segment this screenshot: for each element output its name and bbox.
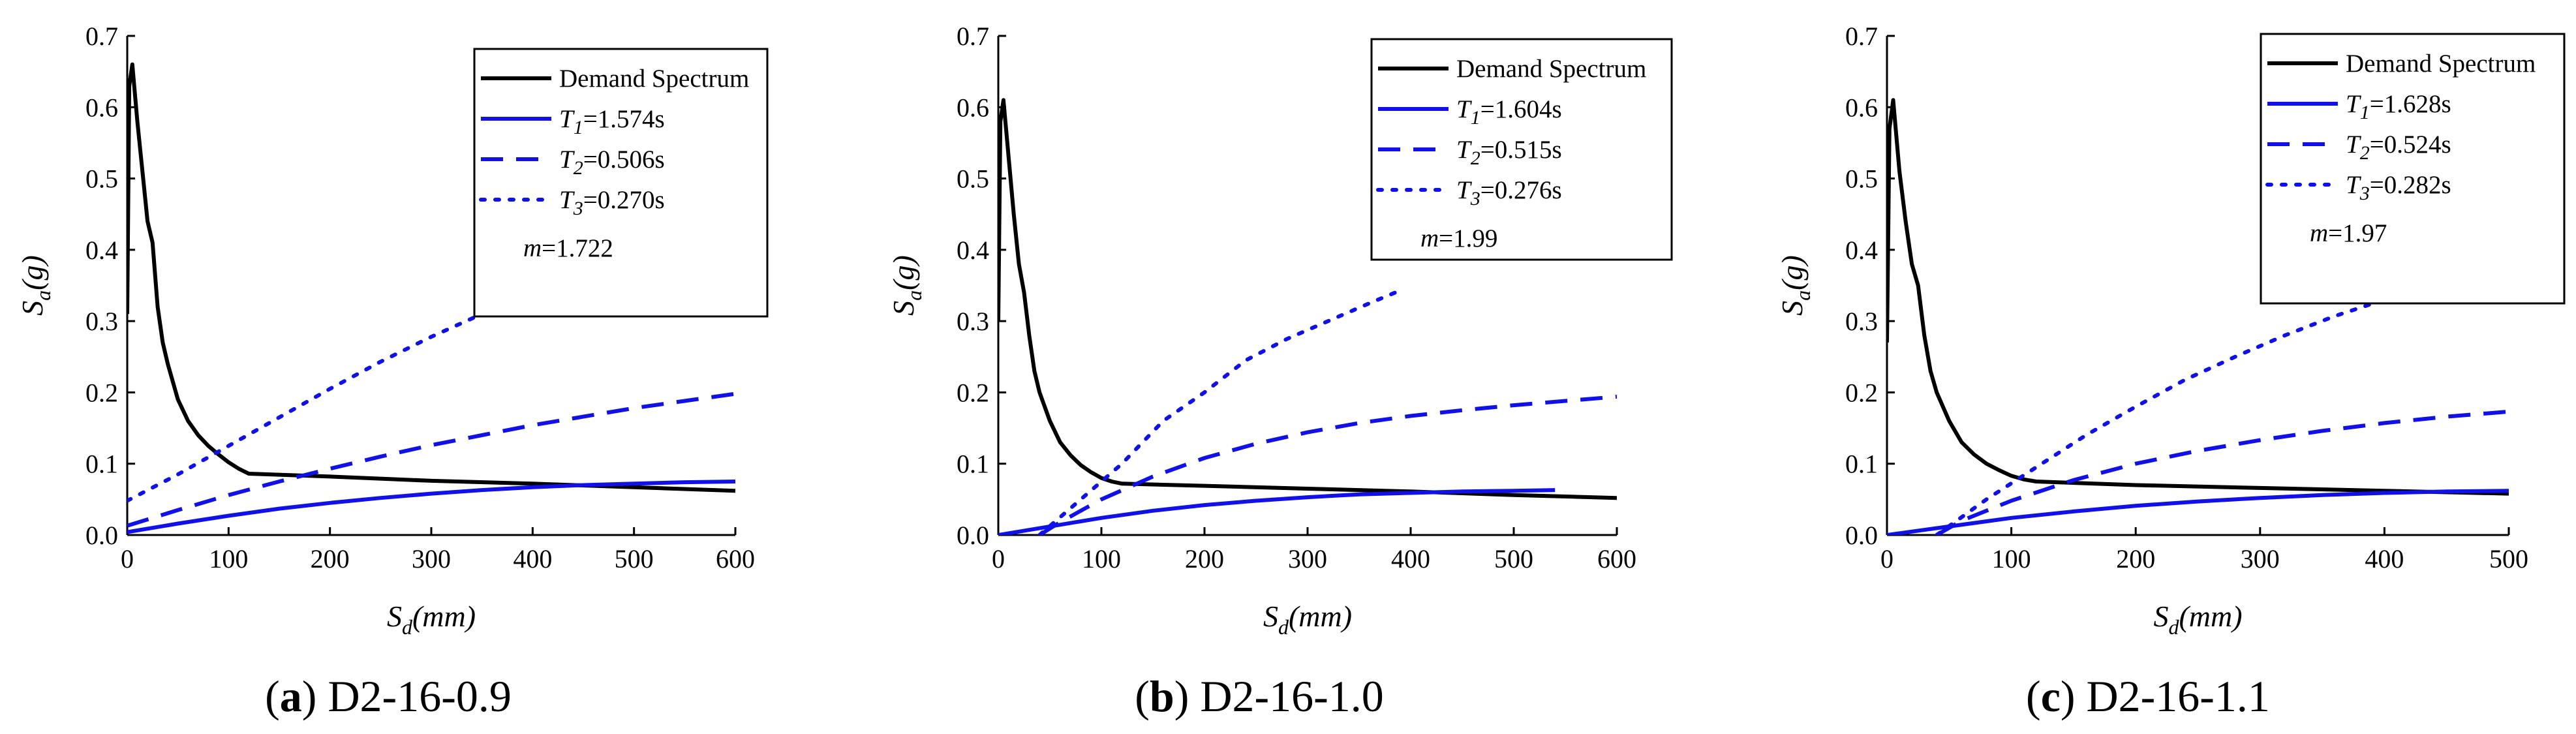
capacity-curve-t1 (998, 488, 1556, 535)
x-axis-label: Sd(mm) (387, 600, 476, 639)
legend-entry: Demand Spectrum (1456, 55, 1646, 83)
capacity-curve-t1 (127, 480, 735, 534)
y-tick-label: 0.2 (1845, 378, 1878, 407)
y-tick-label: 0.7 (1845, 22, 1878, 51)
x-tick-label: 500 (2489, 544, 2528, 573)
x-tick-label: 0 (1880, 544, 1894, 573)
capacity-curve-t3 (1037, 290, 1398, 535)
y-tick-label: 0.7 (85, 22, 118, 51)
x-axis-label: Sd(mm) (1263, 600, 1352, 639)
x-tick-label: 500 (1494, 544, 1533, 573)
y-tick-label: 0.3 (85, 307, 118, 336)
x-tick-label: 600 (1597, 544, 1636, 573)
legend-entry: T3=0.276s (1456, 176, 1562, 209)
x-tick-label: 300 (1288, 544, 1327, 573)
y-axis-label: Sa(g) (16, 255, 55, 316)
ductility-m-label: m=1.97 (2310, 219, 2387, 247)
y-axis-label: Sa(g) (1775, 255, 1815, 316)
panel-caption: (a) D2-16-0.9 (265, 671, 512, 721)
x-tick-label: 200 (1185, 544, 1224, 573)
demand-spectrum-line (998, 98, 1617, 500)
y-tick-label: 0.0 (1845, 521, 1878, 550)
y-tick-label: 0.4 (957, 236, 989, 265)
demand-spectrum-line (1887, 98, 2509, 496)
x-tick-label: 100 (1082, 544, 1121, 573)
legend-entry: Demand Spectrum (2346, 50, 2536, 78)
y-tick-label: 0.1 (85, 450, 118, 479)
capacity-curve-t2 (127, 391, 735, 528)
y-tick-label: 0.0 (85, 521, 118, 550)
y-tick-label: 0.5 (957, 164, 989, 194)
legend-entry: T1=1.604s (1456, 95, 1562, 129)
y-tick-label: 0.6 (957, 93, 989, 122)
ductility-m-label: m=1.722 (523, 234, 613, 262)
capacity-curve-t2 (1038, 395, 1617, 535)
ductility-m-label: m=1.99 (1420, 224, 1497, 252)
legend-entry: T1=1.574s (559, 105, 665, 138)
y-tick-label: 0.2 (85, 378, 118, 407)
legend-entry: Demand Spectrum (559, 65, 749, 93)
y-tick-label: 0.1 (957, 450, 989, 479)
x-tick-label: 100 (1992, 544, 2031, 573)
x-tick-label: 200 (311, 544, 350, 573)
legend-entry: T3=0.282s (2346, 171, 2451, 204)
x-tick-label: 400 (513, 544, 552, 573)
capacity-curve-t1 (1887, 489, 2509, 535)
y-tick-label: 0.6 (85, 93, 118, 122)
x-axis-label: Sd(mm) (2153, 600, 2242, 639)
capacity-curve-t3 (127, 294, 525, 503)
x-tick-label: 300 (412, 544, 451, 573)
legend-entry: T2=0.515s (1456, 136, 1562, 169)
x-tick-label: 0 (121, 544, 134, 573)
legend-entry: T3=0.270s (559, 186, 665, 219)
demand-spectrum-line (127, 62, 735, 493)
x-tick-label: 400 (1391, 544, 1430, 573)
y-tick-label: 0.6 (1845, 93, 1878, 122)
legend-entry: T2=0.524s (2346, 130, 2451, 164)
chart-panel-b: 0.0 0.1 0.2 0.3 0.4 0.5 0.6 0.7 0 100 200 300 400 500… (887, 22, 1673, 721)
y-tick-label: 0.4 (85, 236, 118, 265)
capacity-curve-t3 (1935, 287, 2412, 535)
chart-panel-c: 0.0 0.1 0.2 0.3 0.4 0.5 0.6 0.7 0 100 200 300 400 500… (1775, 22, 2566, 721)
legend-box (473, 48, 769, 318)
panel-caption: (b) D2-16-1.0 (1135, 671, 1384, 721)
x-tick-label: 600 (716, 544, 755, 573)
y-tick-label: 0.5 (1845, 164, 1878, 194)
y-tick-label: 0.5 (85, 164, 118, 194)
y-tick-label: 0.2 (957, 378, 989, 407)
x-tick-label: 100 (209, 544, 248, 573)
y-tick-label: 0.1 (1845, 450, 1878, 479)
y-axis-label: Sa(g) (887, 255, 926, 316)
legend-box (2260, 33, 2566, 305)
legend-entry: T1=1.628s (2346, 90, 2451, 123)
legend-entry: T2=0.506s (559, 145, 665, 179)
x-tick-label: 0 (992, 544, 1005, 573)
x-tick-label: 400 (2365, 544, 2404, 573)
y-tick-label: 0.3 (1845, 307, 1878, 336)
y-tick-label: 0.0 (957, 521, 989, 550)
chart-panel-a: 0.0 0.1 0.2 0.3 0.4 0.5 0.6 0.7 0 100 200 300 400 500… (16, 22, 769, 721)
panel-caption: (c) D2-16-1.1 (2026, 671, 2270, 721)
x-tick-label: 200 (2116, 544, 2155, 573)
y-tick-label: 0.7 (957, 22, 989, 51)
x-tick-label: 300 (2241, 544, 2280, 573)
x-tick-label: 500 (615, 544, 654, 573)
y-tick-label: 0.3 (957, 307, 989, 336)
y-tick-label: 0.4 (1845, 236, 1878, 265)
